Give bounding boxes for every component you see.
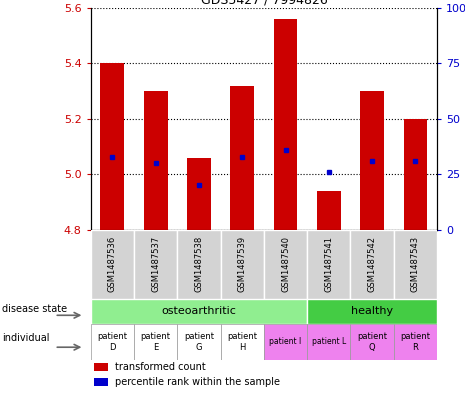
Text: patient L: patient L: [312, 338, 346, 346]
Bar: [100, 63, 124, 230]
Text: patient I: patient I: [269, 338, 302, 346]
Text: patient
Q: patient Q: [357, 332, 387, 352]
Text: GSM1487543: GSM1487543: [411, 236, 420, 292]
Text: GSM1487538: GSM1487538: [194, 236, 203, 292]
Text: GSM1487541: GSM1487541: [325, 236, 333, 292]
Bar: [351, 324, 394, 360]
Bar: [94, 378, 108, 386]
Text: osteoarthritic: osteoarthritic: [161, 307, 236, 316]
Bar: [394, 230, 437, 299]
Text: patient
H: patient H: [227, 332, 257, 352]
Bar: [317, 191, 341, 230]
Bar: [264, 230, 307, 299]
Bar: [360, 91, 384, 230]
Bar: [307, 299, 437, 324]
Bar: [351, 230, 394, 299]
Bar: [91, 299, 307, 324]
Text: GSM1487540: GSM1487540: [281, 236, 290, 292]
Bar: [134, 324, 177, 360]
Bar: [177, 324, 220, 360]
Bar: [134, 230, 177, 299]
Bar: [230, 86, 254, 230]
Bar: [177, 230, 220, 299]
Text: transformed count: transformed count: [115, 362, 206, 372]
Bar: [220, 324, 264, 360]
Title: GDS5427 / 7994826: GDS5427 / 7994826: [200, 0, 327, 7]
Text: individual: individual: [2, 333, 49, 343]
Text: patient
D: patient D: [97, 332, 127, 352]
Text: GSM1487536: GSM1487536: [108, 236, 117, 292]
Text: disease state: disease state: [2, 304, 67, 314]
Text: patient
R: patient R: [400, 332, 431, 352]
Bar: [394, 324, 437, 360]
Bar: [307, 230, 351, 299]
Bar: [187, 158, 211, 230]
Text: GSM1487539: GSM1487539: [238, 236, 247, 292]
Bar: [91, 230, 134, 299]
Text: patient
E: patient E: [140, 332, 171, 352]
Text: patient
G: patient G: [184, 332, 214, 352]
Bar: [404, 119, 427, 230]
Text: GSM1487537: GSM1487537: [151, 236, 160, 292]
Bar: [307, 324, 351, 360]
Bar: [264, 324, 307, 360]
Bar: [94, 363, 108, 371]
Text: healthy: healthy: [351, 307, 393, 316]
Bar: [144, 91, 167, 230]
Bar: [273, 19, 298, 230]
Text: percentile rank within the sample: percentile rank within the sample: [115, 377, 280, 387]
Text: GSM1487542: GSM1487542: [368, 236, 377, 292]
Bar: [91, 324, 134, 360]
Bar: [220, 230, 264, 299]
